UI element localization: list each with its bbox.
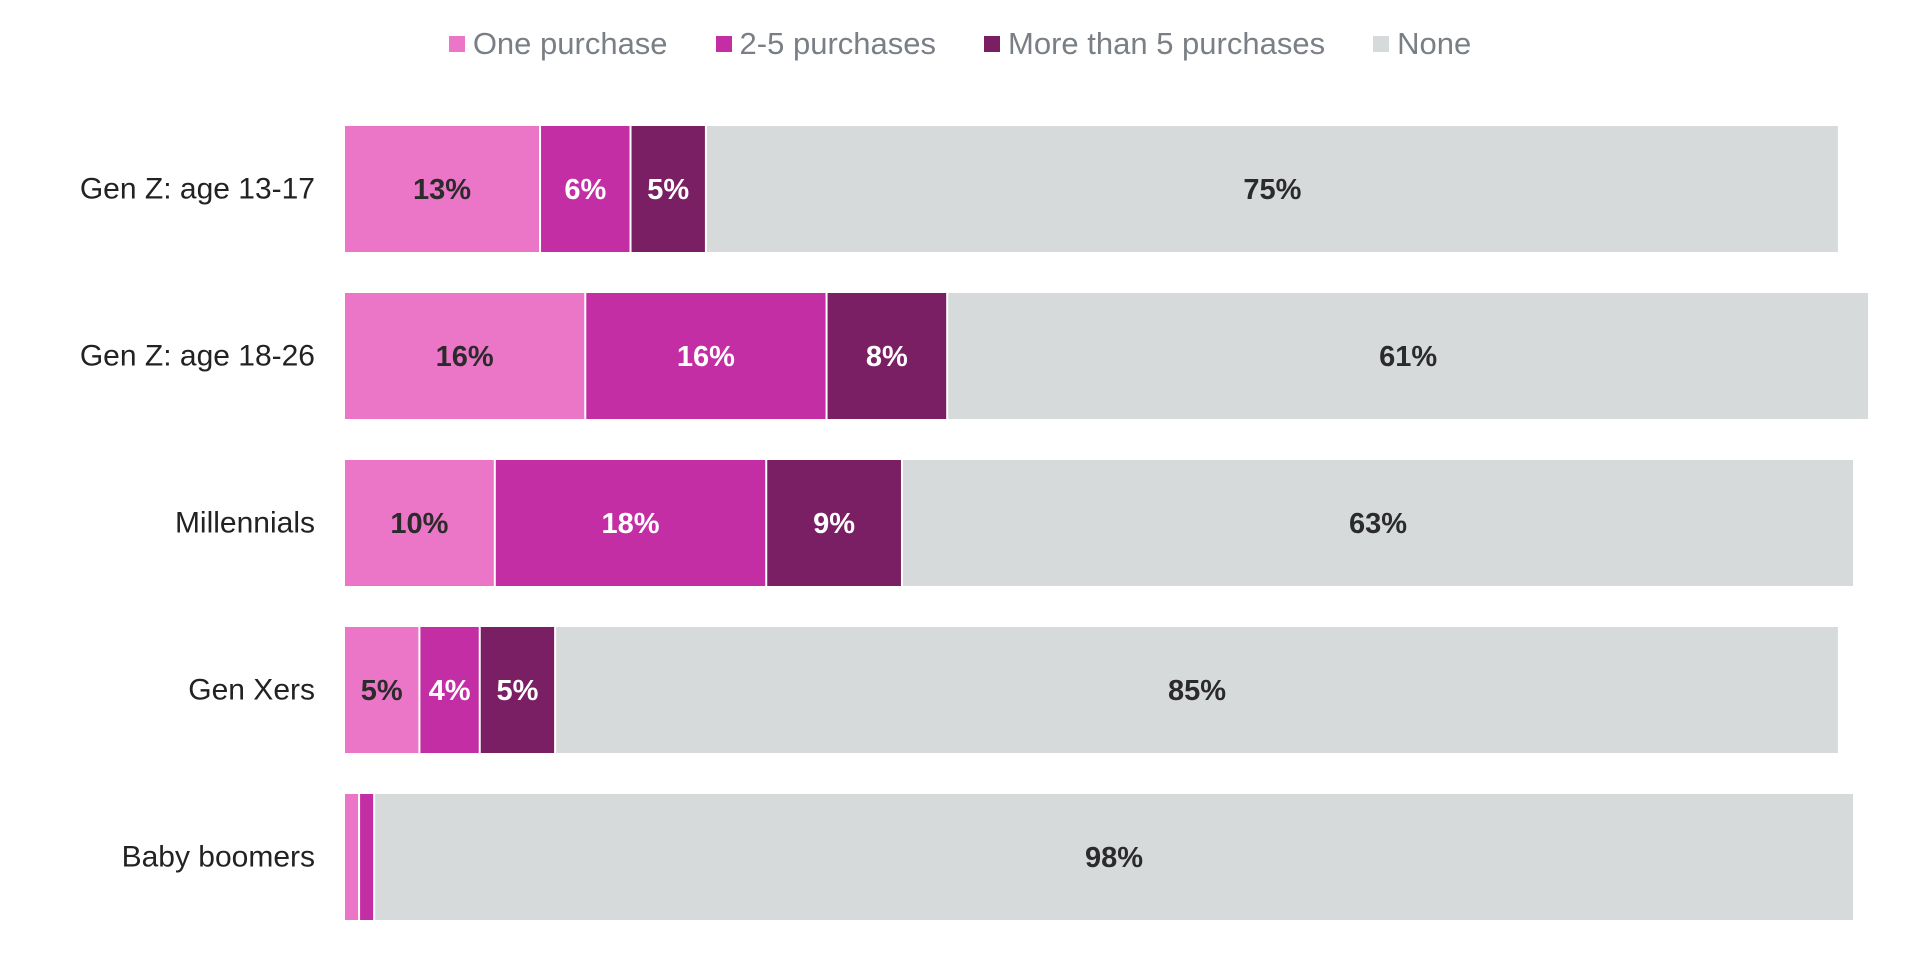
bar-segment-none	[706, 126, 1838, 252]
data-label: 8%	[866, 341, 908, 373]
data-label: 18%	[601, 508, 659, 540]
bar-row-gen-z-age-18-26: Gen Z: age 18-26 16% 16% 8% 61%	[80, 293, 1869, 419]
category-label: Gen Z: age 13-17	[80, 173, 315, 206]
bar-segment-2-5-purchases	[420, 627, 479, 753]
legend-swatch	[1373, 36, 1390, 52]
data-label: 16%	[436, 341, 494, 373]
data-label: 63%	[1349, 508, 1407, 540]
bar-row-baby-boomers: Baby boomers 98%	[122, 794, 1853, 920]
legend-item-one-purchase: One purchase	[448, 26, 668, 62]
category-label: Gen Z: age 18-26	[80, 340, 315, 373]
legend-label: 2-5 purchases	[739, 26, 936, 61]
data-label: 16%	[677, 341, 735, 373]
legend: One purchase 2-5 purchases More than 5 pur…	[0, 26, 1920, 62]
data-label: 5%	[647, 174, 689, 206]
legend-swatch	[448, 36, 465, 52]
legend-label: More than 5 purchases	[1008, 26, 1326, 61]
category-label: Baby boomers	[122, 841, 315, 874]
legend-swatch	[984, 36, 1000, 52]
data-label: 85%	[1168, 675, 1226, 707]
bar-segment-more-than-5-purchases	[631, 126, 705, 252]
data-label: 75%	[1243, 174, 1301, 206]
legend-item-none: None	[1373, 26, 1471, 62]
legend-label: One purchase	[472, 26, 668, 61]
bar-segment-none	[948, 293, 1869, 419]
legend-item-2-5-purchases: 2-5 purchases	[715, 26, 936, 62]
data-label: 13%	[413, 174, 471, 206]
bar-row-gen-z-age-13-17: Gen Z: age 13-17 13% 6% 5% 75%	[80, 126, 1838, 252]
bar-segment-more-than-5-purchases	[767, 460, 901, 586]
bar-segment-one-purchase	[345, 293, 585, 419]
data-label: 5%	[496, 675, 538, 707]
bar-segment-one-purchase	[345, 460, 494, 586]
bar-row-gen-xers: Gen Xers 5% 4% 5% 85%	[188, 627, 1838, 753]
category-label: Millennials	[175, 507, 315, 540]
bar-segment-more-than-5-purchases	[827, 293, 947, 419]
bar-segment-one-purchase	[345, 126, 540, 252]
data-label: 4%	[429, 675, 471, 707]
bar-segment-more-than-5-purchases	[480, 627, 555, 753]
category-label: Gen Xers	[188, 674, 315, 707]
bar-row-millennials: Millennials 10% 18% 9% 63%	[175, 460, 1853, 586]
data-label: 10%	[390, 508, 448, 540]
bar-segment-none	[556, 627, 1838, 753]
bar-segment-none	[375, 794, 1853, 920]
bar-segment-2-5-purchases	[495, 460, 766, 586]
bar-segment-one-purchase	[345, 627, 419, 753]
data-label: 5%	[361, 675, 403, 707]
data-label: 98%	[1085, 842, 1143, 874]
data-label: 6%	[564, 174, 606, 206]
bar-segment-2-5-purchases	[541, 126, 630, 252]
bar-segment-one-purchase	[345, 794, 359, 920]
data-label: 9%	[813, 508, 855, 540]
bar-segment-none	[902, 460, 1853, 586]
bar-segment-2-5-purchases	[586, 293, 826, 419]
bar-segment-2-5-purchases	[360, 794, 374, 920]
legend-item-more-than-5-purchases: More than 5 purchases	[984, 26, 1325, 62]
data-label: 61%	[1379, 341, 1437, 373]
legend-swatch	[715, 36, 732, 52]
legend-label: None	[1397, 26, 1472, 61]
